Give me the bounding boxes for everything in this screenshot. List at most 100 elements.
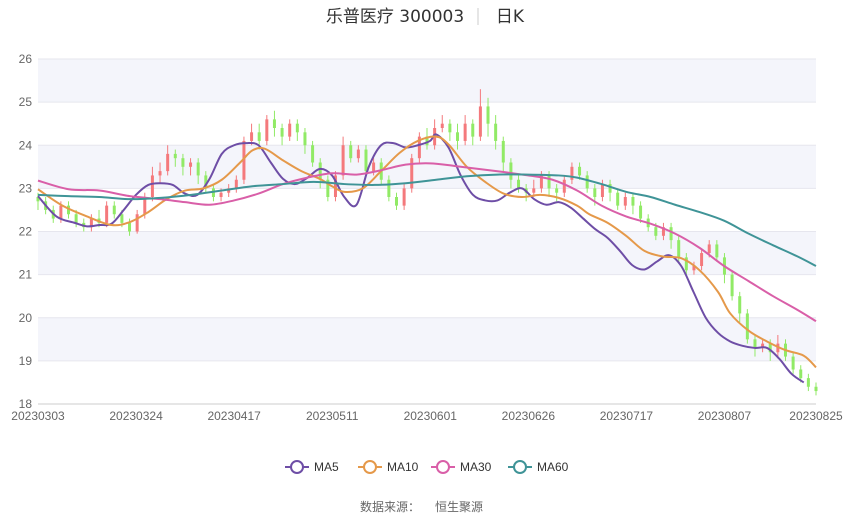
candle bbox=[669, 222, 673, 249]
candle bbox=[715, 240, 719, 262]
y-tick-label: 22 bbox=[19, 225, 33, 239]
candle-body bbox=[341, 145, 345, 176]
candle bbox=[661, 222, 665, 241]
candle-body bbox=[150, 175, 154, 197]
candle-body bbox=[799, 369, 803, 379]
candle bbox=[387, 175, 391, 202]
candle bbox=[189, 158, 193, 176]
candle bbox=[410, 153, 414, 193]
candle-body bbox=[402, 188, 406, 206]
candle bbox=[326, 175, 330, 202]
candle bbox=[791, 352, 795, 374]
source-label: 数据来源： bbox=[360, 499, 420, 514]
x-axis: 20230303 20230324 20230417 20230511 20230601… bbox=[11, 403, 843, 423]
candle-body bbox=[814, 386, 818, 392]
legend-item-ma30[interactable]: MA30 bbox=[431, 460, 492, 474]
candle-body bbox=[74, 214, 78, 223]
candle-body bbox=[478, 106, 482, 137]
candle-body bbox=[768, 343, 772, 353]
candle bbox=[623, 192, 627, 210]
candle-body bbox=[700, 253, 704, 266]
candle bbox=[364, 145, 368, 176]
candle bbox=[425, 128, 429, 150]
chart-title: 乐普医疗 300003 日K bbox=[326, 7, 525, 27]
legend-item-ma5[interactable]: MA5 bbox=[285, 460, 339, 474]
candle-body bbox=[158, 171, 162, 176]
legend-item-ma10[interactable]: MA10 bbox=[358, 460, 419, 474]
candle-body bbox=[265, 119, 269, 141]
candle-body bbox=[234, 179, 238, 189]
candle bbox=[67, 201, 71, 219]
candle bbox=[486, 97, 490, 137]
candle bbox=[806, 373, 810, 392]
candle-body bbox=[166, 153, 170, 172]
x-tick-label: 20230324 bbox=[109, 409, 163, 423]
plot-background-bands bbox=[38, 59, 816, 361]
candle-body bbox=[730, 274, 734, 297]
legend-marker bbox=[513, 460, 527, 474]
candle-body bbox=[372, 162, 376, 172]
legend-marker bbox=[290, 460, 304, 474]
candle-body bbox=[272, 119, 276, 128]
candle-body bbox=[761, 343, 765, 348]
candle bbox=[730, 270, 734, 301]
candle bbox=[272, 110, 276, 137]
chart-title-text: 乐普医疗 300003 bbox=[326, 7, 464, 27]
legend-item-ma60[interactable]: MA60 bbox=[508, 460, 569, 474]
candle bbox=[456, 123, 460, 150]
candle bbox=[105, 201, 109, 228]
candle bbox=[250, 123, 254, 146]
plot-band bbox=[38, 231, 816, 275]
candle bbox=[158, 162, 162, 185]
candle bbox=[471, 119, 475, 146]
candle-body bbox=[204, 175, 208, 189]
period-label: 日K bbox=[496, 7, 525, 27]
candle-body bbox=[196, 162, 200, 176]
candle-body bbox=[36, 197, 40, 202]
candle bbox=[234, 175, 238, 193]
candle-body bbox=[715, 244, 719, 258]
candle bbox=[585, 171, 589, 193]
plot-band bbox=[38, 145, 816, 189]
candle-body bbox=[448, 123, 452, 133]
legend-marker bbox=[363, 460, 377, 474]
candle-body bbox=[349, 145, 353, 159]
candle-body bbox=[471, 123, 475, 137]
candle-body bbox=[288, 123, 292, 137]
candle bbox=[204, 171, 208, 193]
y-tick-label: 19 bbox=[19, 354, 33, 368]
candle-body bbox=[318, 162, 322, 180]
candle-body bbox=[425, 136, 429, 146]
candle-body bbox=[745, 313, 749, 340]
candle bbox=[814, 382, 818, 396]
plot-band bbox=[38, 59, 816, 103]
candle-body bbox=[410, 158, 414, 189]
candle-body bbox=[440, 123, 444, 128]
candle bbox=[753, 335, 757, 357]
candle-body bbox=[661, 227, 665, 236]
candle bbox=[318, 158, 322, 189]
candle bbox=[761, 339, 765, 353]
candle bbox=[616, 188, 620, 210]
candle bbox=[700, 248, 704, 271]
legend-label: MA30 bbox=[460, 460, 492, 474]
candle-body bbox=[593, 188, 597, 197]
candle-body bbox=[59, 205, 63, 219]
candle-body bbox=[417, 136, 421, 159]
candle bbox=[288, 119, 292, 141]
candle-body bbox=[806, 378, 810, 387]
candle bbox=[311, 140, 315, 167]
candle bbox=[394, 192, 398, 210]
candle-body bbox=[295, 123, 299, 133]
candle-body bbox=[669, 227, 673, 241]
ma-line-ma30 bbox=[37, 162, 817, 323]
y-tick-label: 18 bbox=[19, 397, 33, 411]
candle-body bbox=[707, 244, 711, 254]
x-tick-label: 20230626 bbox=[502, 409, 556, 423]
legend-label: MA5 bbox=[314, 460, 339, 474]
candle-body bbox=[509, 162, 513, 180]
candle bbox=[227, 184, 231, 197]
candle bbox=[112, 201, 116, 219]
x-tick-label: 20230825 bbox=[789, 409, 843, 423]
